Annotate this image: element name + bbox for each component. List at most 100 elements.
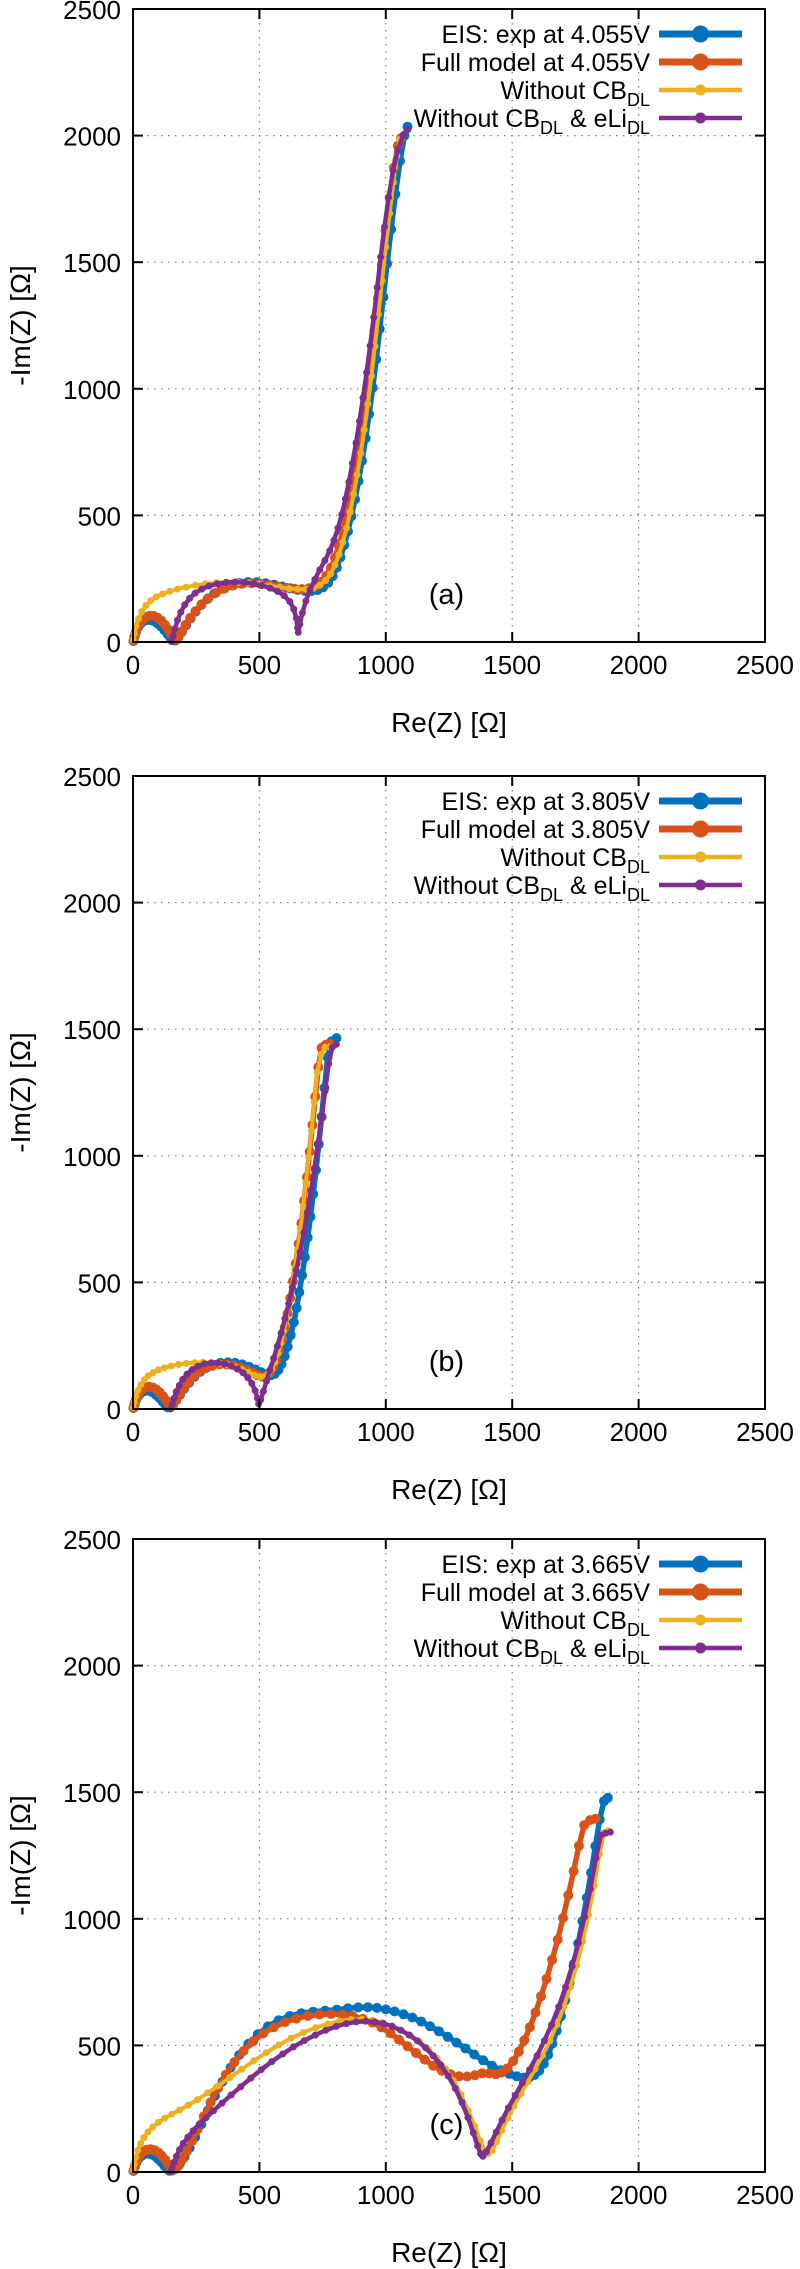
data-point-marker — [202, 2114, 210, 2122]
data-point-marker — [188, 1366, 196, 1373]
data-point-marker — [173, 2152, 180, 2160]
data-point-marker — [182, 583, 190, 591]
data-point-marker — [530, 2007, 541, 2018]
y-axis-label: -Im(Z) [Ω] — [5, 265, 36, 385]
data-point-marker — [519, 2035, 530, 2046]
data-point-marker — [504, 2104, 512, 2112]
data-point-marker — [189, 2127, 197, 2135]
data-point-marker — [413, 2037, 421, 2045]
data-point-marker — [321, 557, 329, 564]
data-point-marker — [540, 2037, 548, 2045]
data-point-marker — [285, 585, 293, 593]
data-point-marker — [492, 2128, 500, 2136]
data-point-marker — [460, 2043, 471, 2054]
axes-frame: 0 500 1000 1500 2000 2500 0 500 1000 1500 2000 2500 — [63, 1525, 794, 2210]
x-tick-label: 1500 — [483, 650, 541, 680]
data-point-marker — [419, 2054, 430, 2065]
data-point-marker — [266, 584, 274, 592]
data-point-marker — [477, 2068, 488, 2079]
data-point-marker — [606, 1828, 614, 1836]
data-point-marker — [168, 2164, 176, 2172]
data-point-marker — [166, 587, 174, 595]
data-point-marker — [138, 608, 146, 616]
legend-label: EIS: exp at 3.665V — [442, 1551, 651, 1579]
data-point-marker — [310, 1098, 318, 1106]
data-point-marker — [142, 602, 150, 609]
data-point-marker — [175, 1382, 183, 1389]
data-point-marker — [407, 2012, 418, 2023]
x-tick-label: 500 — [238, 650, 281, 680]
data-point-marker — [194, 2096, 201, 2104]
x-tick-label: 0 — [126, 2180, 140, 2210]
data-point-marker — [294, 1287, 305, 1298]
data-point-marker — [167, 1362, 175, 1370]
data-point-marker — [335, 551, 343, 559]
y-tick-label: 2500 — [63, 1525, 121, 1555]
data-point-marker — [541, 1973, 552, 1984]
legend-marker-sample — [695, 851, 706, 863]
data-point-marker — [573, 1840, 584, 1851]
data-point-marker — [238, 2065, 246, 2073]
data-point-marker — [533, 2052, 541, 2060]
y-tick-label: 2000 — [63, 1652, 121, 1682]
data-point-marker — [213, 580, 221, 588]
y-tick-label: 2500 — [63, 762, 121, 792]
data-point-marker — [366, 342, 374, 350]
data-point-marker — [353, 2002, 364, 2013]
data-point-marker — [331, 561, 339, 569]
data-point-marker — [398, 2009, 409, 2020]
data-point-marker — [321, 1087, 329, 1095]
data-point-marker — [214, 2082, 222, 2090]
figure-c: 0 500 1000 1500 2000 2500 0 500 1000 1500 2000 2500… — [0, 1512, 800, 2269]
legend-marker-sample — [692, 792, 709, 810]
data-point-marker — [498, 2116, 506, 2124]
y-tick-label: 2000 — [63, 122, 121, 152]
data-point-marker — [149, 2123, 157, 2131]
grid — [133, 1539, 765, 2172]
data-point-marker — [231, 578, 239, 586]
data-point-marker — [287, 2034, 295, 2042]
data-point-marker — [262, 2049, 270, 2057]
data-point-marker — [191, 589, 199, 597]
data-point-marker — [311, 1164, 318, 1172]
data-point-marker — [291, 1303, 302, 1313]
data-point-marker — [210, 587, 221, 598]
data-point-marker — [134, 1386, 142, 1394]
y-tick-label: 500 — [78, 2031, 121, 2061]
data-point-marker — [250, 2057, 258, 2065]
data-point-marker — [229, 2057, 240, 2068]
x-tick-label: 1000 — [357, 1417, 415, 1447]
data-point-marker — [297, 1270, 308, 1281]
data-point-marker — [487, 2060, 497, 2071]
data-point-marker — [393, 2034, 404, 2045]
data-point-marker — [574, 1939, 582, 1947]
data-point-marker — [130, 1398, 138, 1406]
data-point-marker — [316, 581, 324, 589]
axes-frame: 0 500 1000 1500 2000 2500 0 500 1000 1500 2000 2500 — [63, 0, 794, 680]
data-point-marker — [433, 2026, 444, 2037]
data-point-marker — [362, 2017, 370, 2025]
data-point-marker — [370, 313, 378, 321]
data-point-marker — [303, 1209, 311, 1216]
data-point-marker — [345, 478, 353, 486]
data-point-marker — [429, 2052, 437, 2060]
data-point-marker — [277, 1329, 285, 1337]
data-point-marker — [444, 2072, 452, 2080]
data-point-marker — [183, 1370, 191, 1378]
data-point-marker — [339, 538, 347, 546]
data-point-marker — [353, 471, 361, 479]
data-point-marker — [176, 2146, 183, 2154]
data-point-marker — [174, 616, 181, 624]
data-point-marker — [313, 1068, 321, 1076]
data-point-marker — [227, 2091, 235, 2099]
data-point-marker — [312, 2024, 320, 2032]
figure-a: 0 500 1000 1500 2000 2500 0 500 1000 1500 2000 2500… — [0, 0, 800, 756]
data-point-marker — [352, 439, 360, 447]
data-point-marker — [174, 585, 181, 593]
data-point-marker — [237, 2083, 245, 2091]
data-point-marker — [289, 1284, 296, 1291]
data-point-marker — [482, 2148, 490, 2156]
data-point-marker — [249, 580, 257, 588]
